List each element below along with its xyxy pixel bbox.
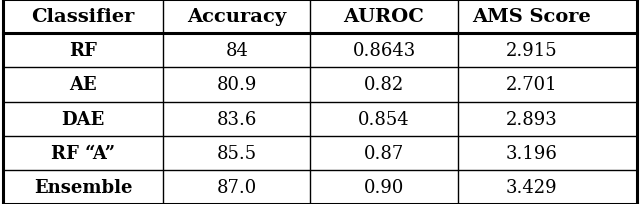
- Text: RF “A”: RF “A”: [51, 144, 115, 162]
- Text: AMS Score: AMS Score: [472, 8, 591, 26]
- Text: DAE: DAE: [61, 110, 105, 128]
- Text: AUROC: AUROC: [344, 8, 424, 26]
- Text: 2.915: 2.915: [506, 42, 557, 60]
- Text: 2.893: 2.893: [506, 110, 557, 128]
- Text: 3.429: 3.429: [506, 178, 557, 196]
- Text: 0.90: 0.90: [364, 178, 404, 196]
- Text: 0.82: 0.82: [364, 76, 404, 94]
- Text: 85.5: 85.5: [217, 144, 257, 162]
- Text: 80.9: 80.9: [216, 76, 257, 94]
- Text: RF: RF: [69, 42, 97, 60]
- Text: 0.87: 0.87: [364, 144, 404, 162]
- Text: 87.0: 87.0: [217, 178, 257, 196]
- Text: AE: AE: [69, 76, 97, 94]
- Text: 0.8643: 0.8643: [353, 42, 415, 60]
- Text: 0.854: 0.854: [358, 110, 410, 128]
- Text: 3.196: 3.196: [505, 144, 557, 162]
- Text: 84: 84: [225, 42, 248, 60]
- Text: 2.701: 2.701: [506, 76, 557, 94]
- Text: 83.6: 83.6: [216, 110, 257, 128]
- Text: Classifier: Classifier: [31, 8, 135, 26]
- Text: Accuracy: Accuracy: [187, 8, 287, 26]
- Text: Ensemble: Ensemble: [34, 178, 132, 196]
